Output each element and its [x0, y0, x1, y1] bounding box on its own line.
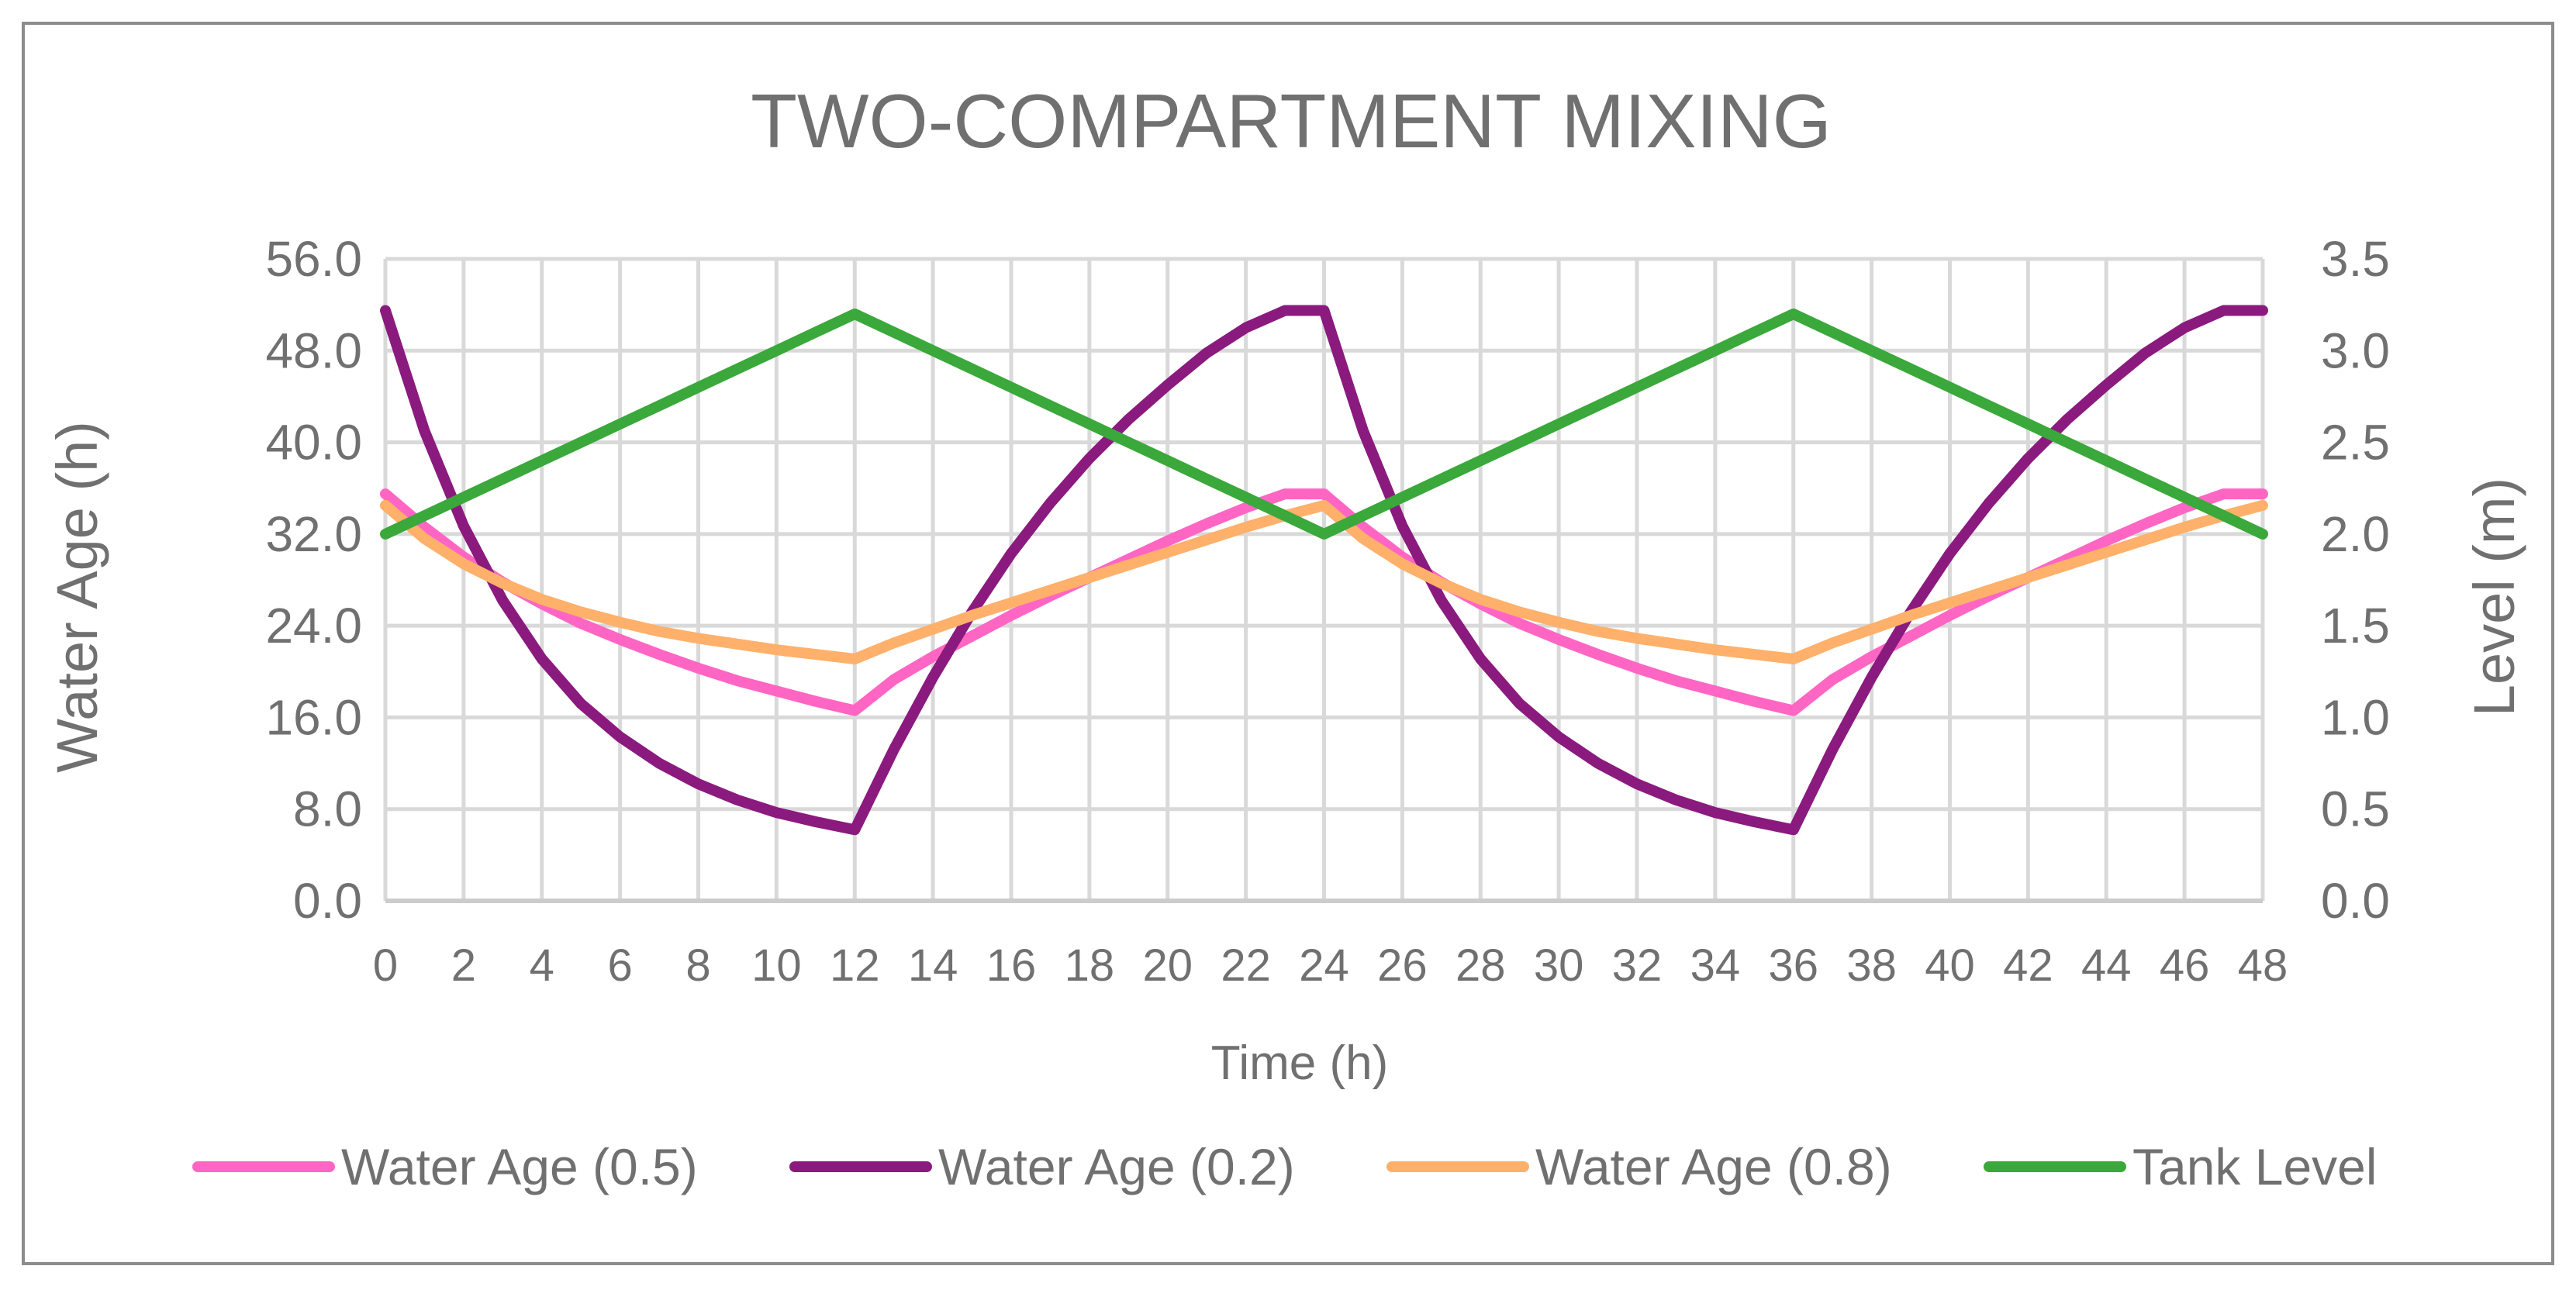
x-tick-label: 0 [373, 940, 398, 991]
x-tick-label: 38 [1846, 940, 1897, 991]
x-tick-label: 14 [908, 940, 958, 991]
y2-tick-label: 2.0 [2321, 506, 2390, 562]
x-axis-label: Time (h) [1211, 1036, 1388, 1090]
legend-label: Tank Level [2132, 1138, 2377, 1195]
y-tick-label: 40.0 [265, 415, 362, 471]
y-axis-label: Water Age (h) [45, 421, 109, 773]
y2-tick-label: 1.0 [2321, 689, 2390, 745]
chart-title: TWO-COMPARTMENT MIXING [751, 78, 1832, 164]
x-tick-label: 36 [1768, 940, 1818, 991]
x-tick-label: 48 [2238, 940, 2288, 991]
x-tick-label: 34 [1690, 940, 1741, 991]
x-tick-label: 26 [1377, 940, 1428, 991]
y2-tick-label: 2.5 [2321, 415, 2390, 471]
x-tick-label: 28 [1455, 940, 1506, 991]
y2-tick-label: 3.0 [2321, 322, 2390, 378]
y2-tick-label: 3.5 [2321, 231, 2390, 287]
x-tick-label: 10 [751, 940, 802, 991]
x-tick-label: 40 [1925, 940, 1975, 991]
y-tick-label: 16.0 [265, 689, 362, 745]
series-line-0 [380, 488, 2268, 716]
legend-label: Water Age (0.8) [1535, 1138, 1892, 1195]
y-tick-label: 32.0 [265, 506, 362, 562]
series-line-2 [380, 499, 2268, 664]
x-tick-label: 32 [1612, 940, 1663, 991]
y-tick-label: 56.0 [265, 231, 362, 287]
chart-frame [22, 22, 2554, 1265]
x-tick-label: 18 [1065, 940, 1115, 991]
y-tick-label: 8.0 [293, 781, 362, 837]
x-tick-label: 44 [2081, 940, 2132, 991]
y-tick-label: 24.0 [265, 598, 362, 654]
x-tick-label: 16 [986, 940, 1037, 991]
x-tick-label: 8 [685, 940, 710, 991]
y-tick-label: 48.0 [265, 322, 362, 378]
y-tick-label: 0.0 [293, 873, 362, 929]
x-tick-label: 6 [607, 940, 632, 991]
x-tick-label: 12 [830, 940, 880, 991]
y2-tick-label: 0.0 [2321, 873, 2390, 929]
x-tick-label: 4 [530, 940, 554, 991]
series-lines [380, 305, 2268, 836]
x-tick-label: 22 [1221, 940, 1271, 991]
y2-tick-label: 1.5 [2321, 598, 2390, 654]
legend-label: Water Age (0.5) [341, 1138, 698, 1195]
axes: 0 2 4 6 8 10 12 14 16 18 20 22 24 26 28 30 32 34 36 38 40 42 4… [265, 231, 2390, 991]
x-tick-label: 24 [1299, 940, 1349, 991]
x-tick-label: 46 [2160, 940, 2210, 991]
series-line-1 [380, 305, 2268, 836]
x-tick-label: 2 [451, 940, 476, 991]
legend-label: Water Age (0.2) [938, 1138, 1295, 1195]
x-tick-label: 42 [2003, 940, 2053, 991]
x-tick-label: 20 [1142, 940, 1193, 991]
y2-tick-label: 0.5 [2321, 781, 2390, 837]
legend: Water Age (0.5) Water Age (0.2) Water Age … [192, 1138, 2377, 1195]
y2-axis-label: Level (m) [2462, 478, 2526, 716]
x-tick-label: 30 [1534, 940, 1584, 991]
series-line-3 [380, 309, 2268, 540]
